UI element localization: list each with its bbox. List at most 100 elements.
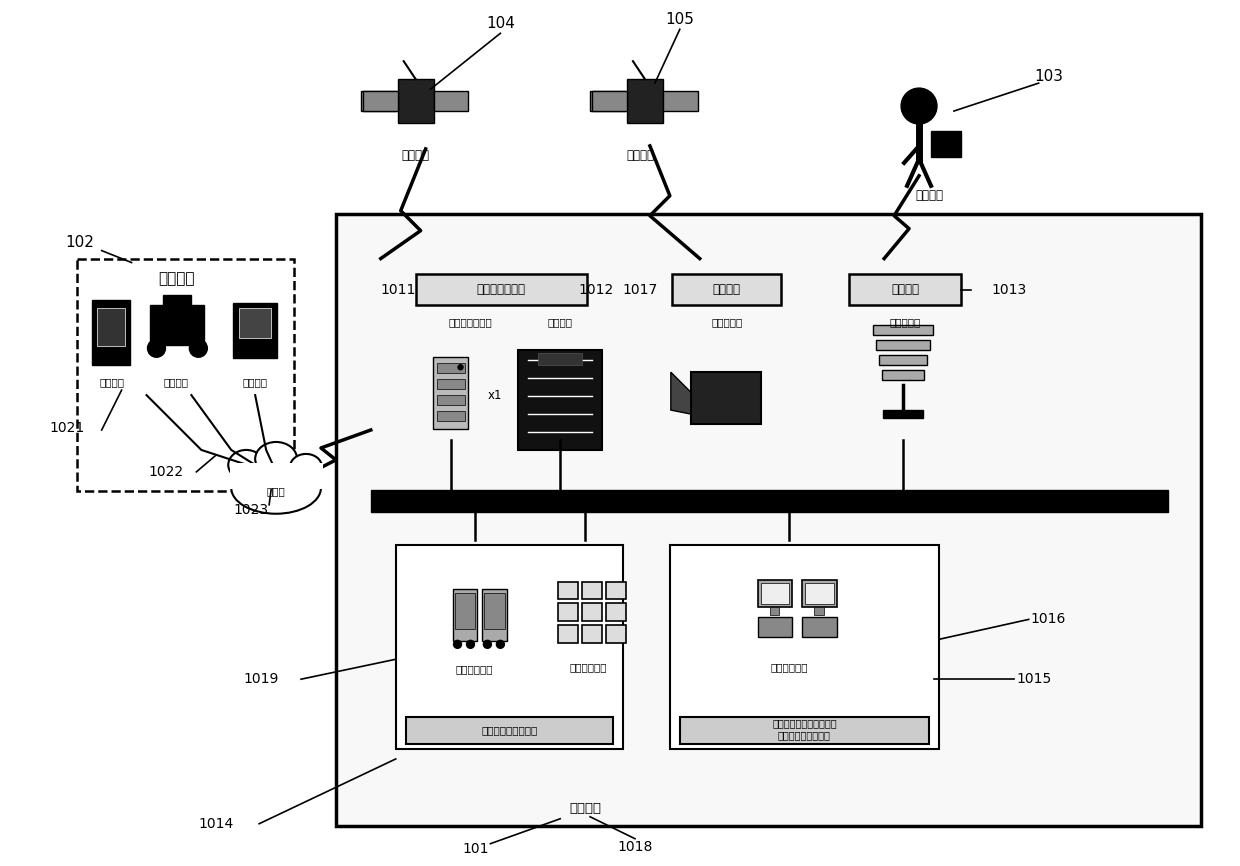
Text: 1019: 1019 xyxy=(243,672,279,686)
Bar xyxy=(879,355,928,365)
Bar xyxy=(336,214,1202,826)
Bar xyxy=(558,604,578,622)
Text: 1021: 1021 xyxy=(50,421,84,435)
Bar xyxy=(433,358,469,429)
Circle shape xyxy=(458,365,463,370)
Bar xyxy=(485,593,506,630)
Bar xyxy=(627,79,663,123)
Text: 北斗通信: 北斗通信 xyxy=(713,283,740,296)
Bar xyxy=(396,545,622,749)
Bar xyxy=(436,363,465,373)
Bar xyxy=(436,411,465,421)
Bar xyxy=(453,590,477,642)
Text: 数传终端: 数传终端 xyxy=(243,378,268,387)
Bar xyxy=(691,372,760,424)
Bar xyxy=(436,395,465,405)
Bar xyxy=(758,579,792,607)
Bar xyxy=(806,583,835,604)
Bar xyxy=(582,625,603,643)
Text: 通讯卫星: 通讯卫星 xyxy=(626,150,653,163)
Text: 北斗终端: 北斗终端 xyxy=(159,271,195,286)
Circle shape xyxy=(901,88,937,124)
Bar xyxy=(680,717,929,744)
Text: 101: 101 xyxy=(463,842,489,856)
Text: 北斗调制机: 北斗调制机 xyxy=(711,317,743,327)
Text: 102: 102 xyxy=(66,235,94,250)
Text: 1012: 1012 xyxy=(578,283,614,297)
Bar xyxy=(361,91,396,111)
Bar xyxy=(802,617,837,637)
Bar xyxy=(558,582,578,599)
Bar xyxy=(758,617,792,637)
Bar xyxy=(398,79,434,123)
Text: 数据接入与交换: 数据接入与交换 xyxy=(477,283,526,296)
Text: 数据接入服务器: 数据接入服务器 xyxy=(449,317,492,327)
Text: 北斗卫星: 北斗卫星 xyxy=(402,150,429,163)
Bar xyxy=(606,582,626,599)
Bar xyxy=(233,303,277,359)
Text: 移通基站: 移通基站 xyxy=(915,190,942,203)
Text: 104: 104 xyxy=(486,16,515,31)
Text: 高性能工作站: 高性能工作站 xyxy=(771,662,808,672)
Bar xyxy=(92,301,129,365)
Circle shape xyxy=(148,339,165,358)
Text: 1023: 1023 xyxy=(233,503,269,517)
Bar xyxy=(436,379,465,389)
Bar xyxy=(239,308,272,339)
Text: 卫通中心站: 卫通中心站 xyxy=(889,317,921,327)
Bar xyxy=(591,91,627,111)
Circle shape xyxy=(466,640,475,649)
Text: 油田勘探开发生产完全星: 油田勘探开发生产完全星 xyxy=(773,718,837,728)
Text: 手持终端: 手持终端 xyxy=(99,378,124,387)
Text: 103: 103 xyxy=(1034,68,1063,84)
Bar xyxy=(371,490,1168,512)
Polygon shape xyxy=(671,372,691,414)
Circle shape xyxy=(190,339,207,358)
Bar xyxy=(672,274,781,306)
Bar xyxy=(363,91,398,111)
Text: 1017: 1017 xyxy=(622,283,657,297)
Bar xyxy=(606,604,626,622)
Text: 数据存储管理子系统: 数据存储管理子系统 xyxy=(481,725,537,735)
Bar xyxy=(606,625,626,643)
Bar xyxy=(590,91,625,111)
Ellipse shape xyxy=(290,454,322,480)
Bar xyxy=(482,590,507,642)
Text: 1016: 1016 xyxy=(1030,612,1066,626)
Bar xyxy=(231,463,322,488)
Text: 105: 105 xyxy=(666,12,694,27)
Bar xyxy=(434,91,469,111)
Text: 监控中心: 监控中心 xyxy=(569,802,601,815)
Text: 大屏幕监控器: 大屏幕监控器 xyxy=(569,662,606,672)
Bar xyxy=(931,131,961,157)
Bar xyxy=(518,350,603,450)
Bar xyxy=(883,410,923,418)
Bar xyxy=(415,274,587,306)
Bar xyxy=(770,607,780,616)
Circle shape xyxy=(454,640,461,649)
Text: x1: x1 xyxy=(489,389,502,402)
Bar xyxy=(849,274,961,306)
Text: 上服务器: 上服务器 xyxy=(548,317,573,327)
Bar xyxy=(97,308,124,346)
Bar xyxy=(164,295,191,313)
Bar xyxy=(150,306,205,346)
Bar xyxy=(815,607,825,616)
Circle shape xyxy=(496,640,505,649)
Text: 1013: 1013 xyxy=(991,283,1027,297)
Bar xyxy=(877,340,930,350)
Bar xyxy=(670,545,939,749)
Bar xyxy=(405,717,613,744)
Bar xyxy=(582,604,603,622)
Text: 1015: 1015 xyxy=(1016,672,1052,686)
Bar xyxy=(760,583,790,604)
Text: 1011: 1011 xyxy=(379,283,415,297)
Text: 1022: 1022 xyxy=(149,465,184,479)
Bar xyxy=(663,91,698,111)
Circle shape xyxy=(484,640,491,649)
Text: 车载终端: 车载终端 xyxy=(164,378,188,387)
Text: 1014: 1014 xyxy=(198,817,234,830)
Text: 数据库服务器: 数据库服务器 xyxy=(456,664,494,675)
Bar xyxy=(882,370,924,380)
Text: 卫通通信: 卫通通信 xyxy=(892,283,919,296)
